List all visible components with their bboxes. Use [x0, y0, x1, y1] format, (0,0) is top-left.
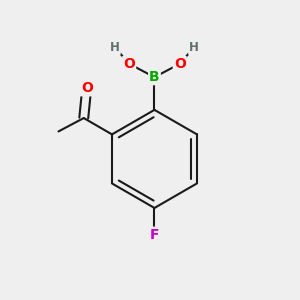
Text: B: B: [149, 70, 160, 84]
Text: F: F: [150, 228, 159, 242]
Text: H: H: [110, 41, 120, 54]
Text: H: H: [189, 41, 199, 54]
Text: O: O: [174, 57, 186, 71]
Text: O: O: [123, 57, 135, 71]
Text: O: O: [81, 81, 93, 95]
